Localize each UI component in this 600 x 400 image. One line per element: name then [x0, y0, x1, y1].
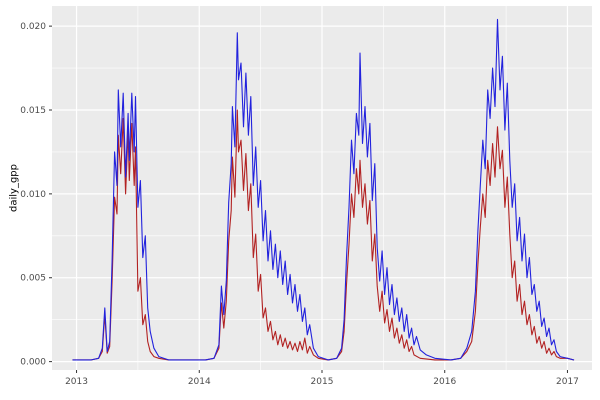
y-tick-label: 0.010	[20, 190, 46, 200]
x-tick-label: 2014	[188, 377, 211, 387]
y-axis-tick-labels: 0.000 0.005 0.010 0.015 0.020	[20, 22, 46, 367]
y-tick-label: 0.000	[20, 358, 46, 368]
y-tick-label: 0.005	[20, 274, 46, 284]
x-tick-label: 2013	[65, 377, 88, 387]
x-axis-tick-labels: 2013 2014 2015 2016 2017	[65, 377, 579, 387]
y-tick-label: 0.020	[20, 22, 46, 32]
y-tick-label: 0.015	[20, 106, 46, 116]
x-tick-label: 2016	[433, 377, 456, 387]
x-tick-label: 2017	[556, 377, 579, 387]
axis-tick-marks	[49, 25, 568, 373]
y-axis-title: daily_gpp	[8, 164, 20, 212]
x-tick-label: 2015	[311, 377, 334, 387]
grid-major	[52, 6, 592, 370]
series-line-blue-series	[72, 18, 575, 361]
